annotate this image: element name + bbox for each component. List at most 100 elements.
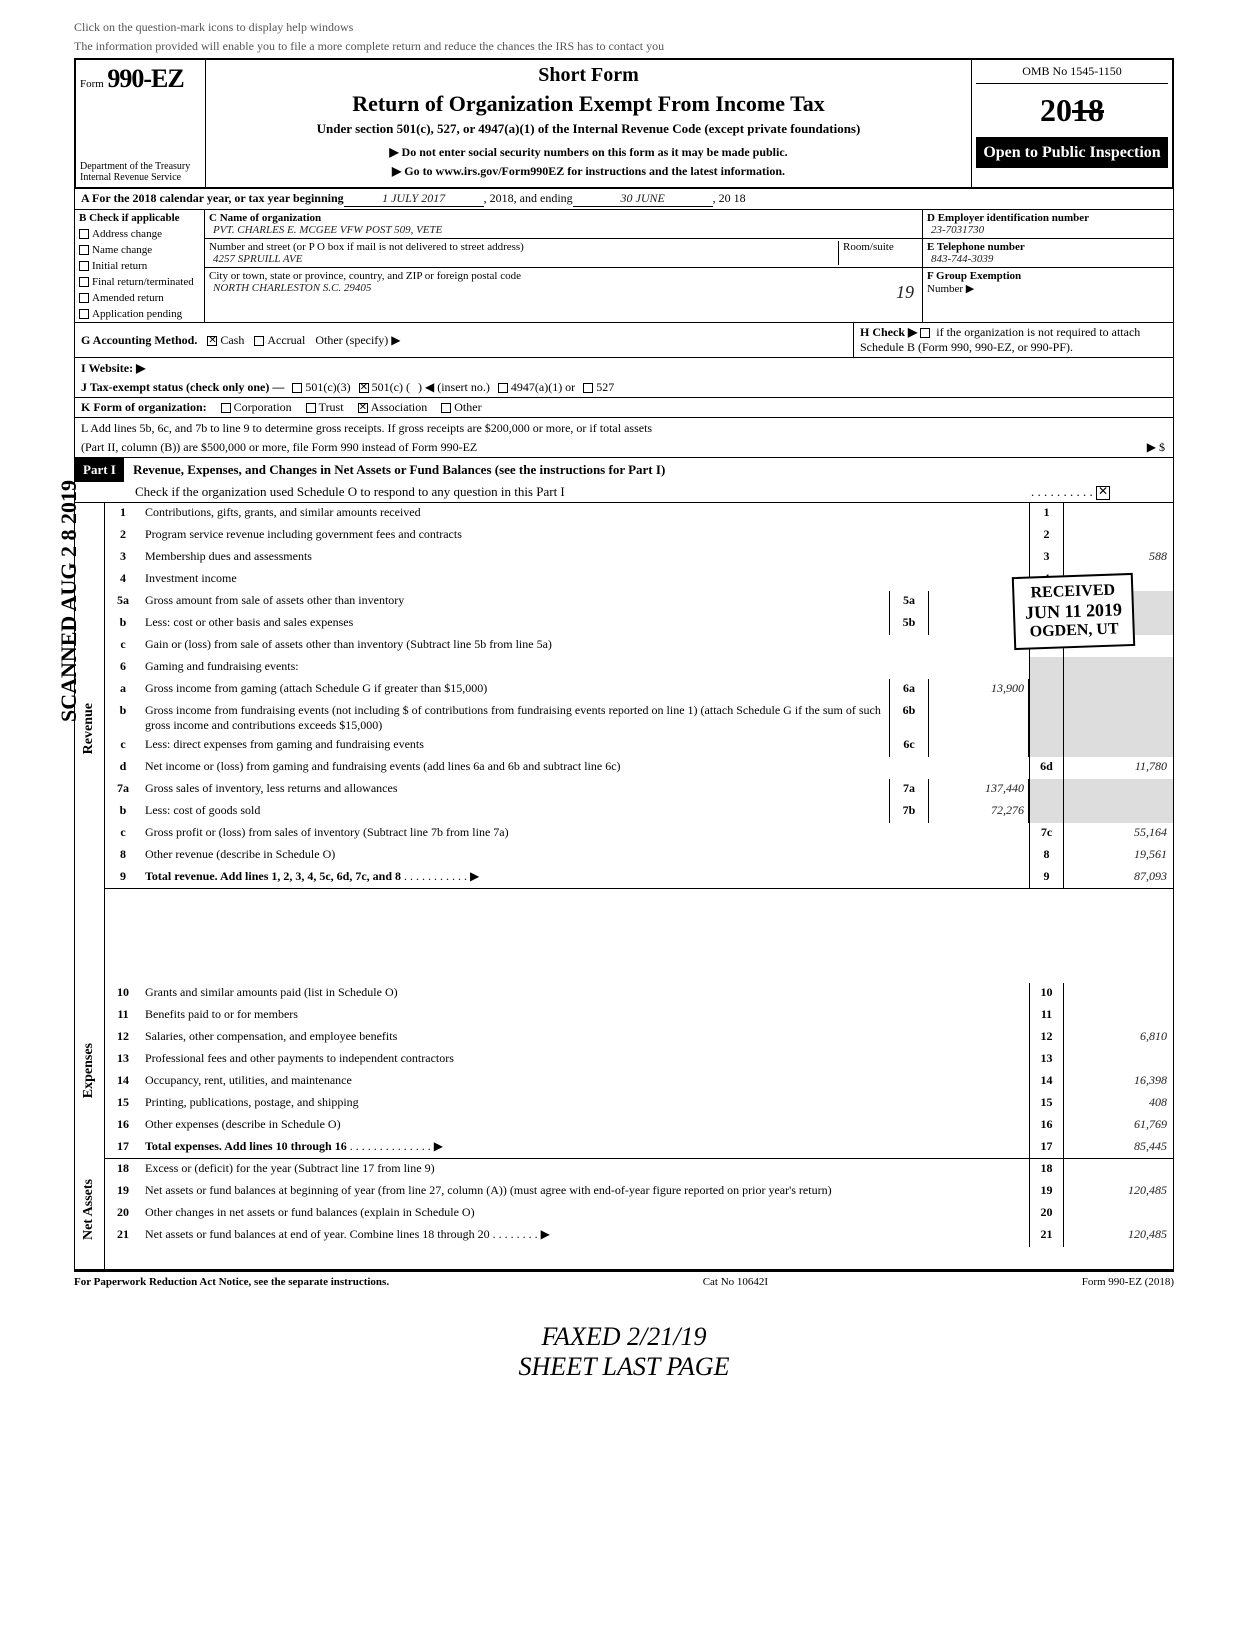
- g-other[interactable]: Other (specify) ▶: [315, 333, 400, 348]
- j-501c[interactable]: ✕501(c) (: [359, 380, 410, 395]
- val-13: [1063, 1049, 1173, 1071]
- footer-right: Form 990-EZ (2018): [1082, 1276, 1174, 1288]
- b-addr-change[interactable]: Address change: [75, 226, 204, 242]
- c-name-row: C Name of organization PVT. CHARLES E. M…: [205, 210, 922, 239]
- data-table: Revenue 1Contributions, gifts, grants, a…: [74, 503, 1174, 1270]
- val-7c: 55,164: [1063, 823, 1173, 845]
- c-name-label: C Name of organization: [209, 212, 321, 224]
- tax-year: 2018: [976, 84, 1168, 138]
- line-6a: Gross income from gaming (attach Schedul…: [141, 679, 889, 701]
- j-4947[interactable]: 4947(a)(1) or: [498, 380, 575, 395]
- ssn-warning: ▶ Do not enter social security numbers o…: [214, 145, 963, 160]
- row-a-mid: , 2018, and ending: [484, 191, 573, 206]
- netassets-label: Net Assets: [81, 1179, 97, 1240]
- line-20: Other changes in net assets or fund bala…: [141, 1203, 1029, 1225]
- b-pending[interactable]: Application pending: [75, 306, 204, 322]
- k-label: K Form of organization:: [81, 400, 207, 415]
- b-initial[interactable]: Initial return: [75, 258, 204, 274]
- g-label: G Accounting Method.: [81, 333, 197, 348]
- b-final[interactable]: Final return/terminated: [75, 274, 204, 290]
- b-header: B Check if applicable: [75, 210, 204, 226]
- c-city-value: NORTH CHARLESTON S.C. 29405: [209, 282, 375, 294]
- val-12: 6,810: [1063, 1027, 1173, 1049]
- line-11: Benefits paid to or for members: [141, 1005, 1029, 1027]
- part1-sub: Check if the organization used Schedule …: [135, 484, 565, 500]
- line-13: Professional fees and other payments to …: [141, 1049, 1029, 1071]
- open-public: Open to Public Inspection: [976, 138, 1168, 168]
- part1-label: Part I: [75, 458, 124, 482]
- line-16: Other expenses (describe in Schedule O): [141, 1115, 1029, 1137]
- received-stamp: RECEIVED JUN 11 2019 OGDEN, UT: [1012, 573, 1135, 650]
- col-def: D Employer identification number 23-7031…: [923, 210, 1173, 322]
- k-assoc[interactable]: ✕Association: [358, 400, 428, 415]
- val-3: 588: [1063, 547, 1173, 569]
- g-cash[interactable]: ✕Cash: [207, 333, 244, 348]
- l-text2: (Part II, column (B)) are $500,000 or mo…: [75, 438, 973, 457]
- f-label: F Group Exemption: [927, 270, 1021, 282]
- part1-title: Revenue, Expenses, and Changes in Net As…: [127, 458, 671, 481]
- form-990ez: Click on the question-mark icons to disp…: [74, 20, 1174, 1382]
- col-c: C Name of organization PVT. CHARLES E. M…: [205, 210, 923, 322]
- return-title: Return of Organization Exempt From Incom…: [214, 91, 963, 117]
- j-501c3[interactable]: 501(c)(3): [292, 380, 350, 395]
- omb-number: OMB No 1545-1150: [976, 64, 1168, 84]
- k-other[interactable]: Other: [441, 400, 481, 415]
- help-text-1: Click on the question-mark icons to disp…: [74, 20, 1174, 35]
- c-street-row: Number and street (or P O box if mail is…: [205, 239, 922, 268]
- e-phone: E Telephone number 843-744-3039: [923, 239, 1173, 268]
- b-amended[interactable]: Amended return: [75, 290, 204, 306]
- g-accrual[interactable]: Accrual: [254, 333, 305, 348]
- l-arrow: ▶ $: [973, 440, 1173, 455]
- val-6d: 11,780: [1063, 757, 1173, 779]
- part1-checkbox[interactable]: ✕: [1096, 486, 1110, 500]
- footer-left: For Paperwork Reduction Act Notice, see …: [74, 1276, 389, 1288]
- line-4: Investment income: [141, 569, 1029, 591]
- k-trust[interactable]: Trust: [306, 400, 344, 415]
- e-value: 843-744-3039: [927, 253, 997, 265]
- j-insert: ) ◀ (insert no.): [418, 380, 490, 395]
- line-7c: Gross profit or (loss) from sales of inv…: [141, 823, 1029, 845]
- row-a-end: 30 JUNE: [573, 191, 713, 207]
- h-checkbox[interactable]: [920, 328, 930, 338]
- room-label: Room/suite: [843, 241, 894, 253]
- line-12: Salaries, other compensation, and employ…: [141, 1027, 1029, 1049]
- line-6b: Gross income from fundraising events (no…: [141, 701, 889, 735]
- line-15: Printing, publications, postage, and shi…: [141, 1093, 1029, 1115]
- row-l2: (Part II, column (B)) are $500,000 or mo…: [74, 438, 1174, 458]
- row-l1: L Add lines 5b, 6c, and 7b to line 9 to …: [74, 418, 1174, 438]
- part1-header: Part I Revenue, Expenses, and Changes in…: [74, 458, 1174, 503]
- revenue-label: Revenue: [81, 703, 97, 754]
- expenses-label: Expenses: [81, 1043, 97, 1098]
- j-527[interactable]: 527: [583, 380, 614, 395]
- row-g-h: G Accounting Method. ✕Cash Accrual Other…: [74, 323, 1174, 358]
- line-2: Program service revenue including govern…: [141, 525, 1029, 547]
- line-6d: Net income or (loss) from gaming and fun…: [141, 757, 1029, 779]
- form-number: 990-EZ: [107, 64, 183, 93]
- k-corp[interactable]: Corporation: [221, 400, 292, 415]
- line-17: Total expenses. Add lines 10 through 16 …: [141, 1137, 1029, 1158]
- line-8: Other revenue (describe in Schedule O): [141, 845, 1029, 867]
- f-num-label: Number ▶: [927, 283, 974, 295]
- c-street-label: Number and street (or P O box if mail is…: [209, 241, 524, 253]
- line-21: Net assets or fund balances at end of ye…: [141, 1225, 1029, 1247]
- row-a-label: A For the 2018 calendar year, or tax yea…: [81, 191, 344, 206]
- line-10: Grants and similar amounts paid (list in…: [141, 983, 1029, 1005]
- line-18: Excess or (deficit) for the year (Subtra…: [141, 1159, 1029, 1181]
- line-3: Membership dues and assessments: [141, 547, 1029, 569]
- c-city-label: City or town, state or province, country…: [209, 270, 521, 282]
- netassets-tab: Net Assets: [75, 1159, 105, 1269]
- val-19: 120,485: [1063, 1181, 1173, 1203]
- line-6: Gaming and fundraising events:: [141, 657, 1029, 679]
- dept-treasury: Department of the Treasury Internal Reve…: [80, 161, 190, 183]
- row-a-begin: 1 JULY 2017: [344, 191, 484, 207]
- b-name-change[interactable]: Name change: [75, 242, 204, 258]
- l-text1: L Add lines 5b, 6c, and 7b to line 9 to …: [75, 419, 1173, 438]
- revenue-tab: Revenue: [75, 503, 105, 983]
- val-1: [1063, 503, 1173, 525]
- line-7a: Gross sales of inventory, less returns a…: [141, 779, 889, 801]
- j-label: J Tax-exempt status (check only one) —: [81, 380, 284, 395]
- val-10: [1063, 983, 1173, 1005]
- val-18: [1063, 1159, 1173, 1181]
- line-9: Total revenue. Add lines 1, 2, 3, 4, 5c,…: [141, 867, 1029, 888]
- val-16: 61,769: [1063, 1115, 1173, 1137]
